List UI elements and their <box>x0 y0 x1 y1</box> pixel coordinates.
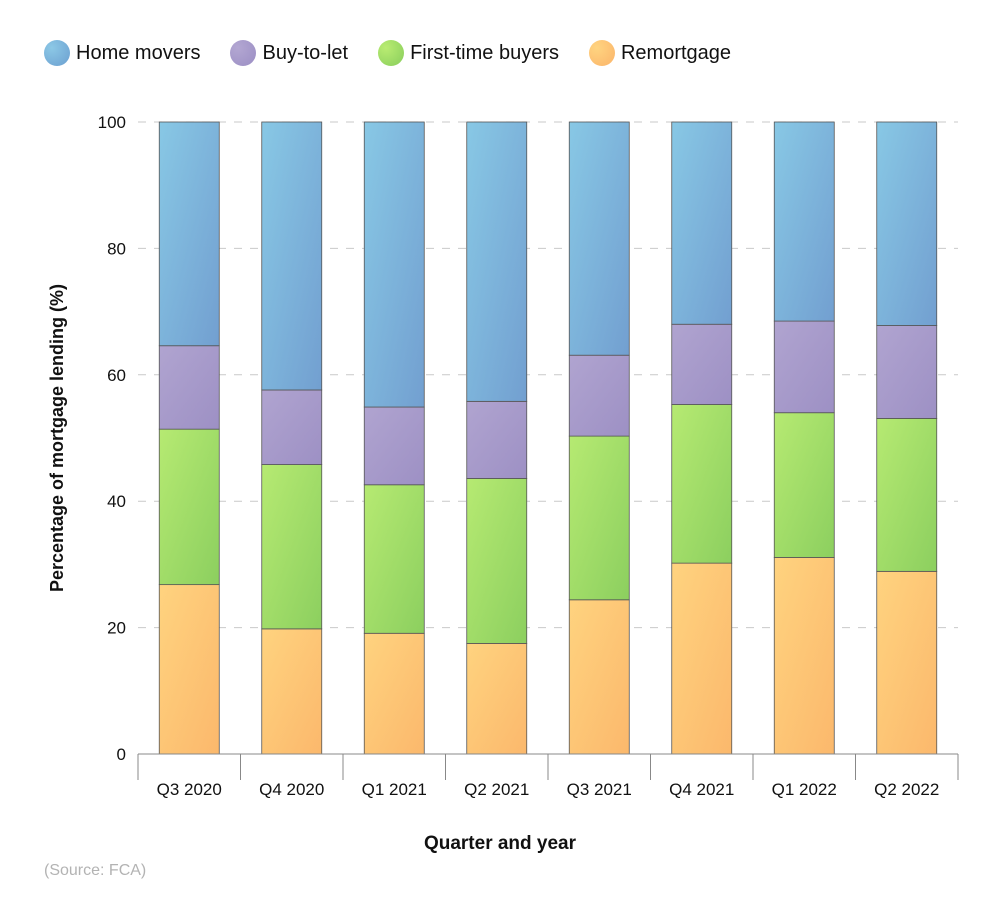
x-axis-title: Quarter and year <box>424 833 577 854</box>
source-note: (Source: FCA) <box>44 862 147 879</box>
legend-label-remortgage: Remortgage <box>620 41 732 64</box>
x-tick-label-4: Q3 2021 <box>567 780 632 799</box>
x-tick-label-0: Q3 2020 <box>157 780 222 799</box>
legend-swatch-first-time-buyers <box>378 40 405 66</box>
bar-segment-remortgage-1[interactable] <box>261 628 323 755</box>
x-tick-label-1: Q4 2020 <box>259 780 324 799</box>
bar-segment-home-movers-3[interactable] <box>466 121 528 402</box>
bar-segment-remortgage-6[interactable] <box>773 557 835 755</box>
x-tick-label-6: Q1 2022 <box>772 780 837 799</box>
axes: 0 20 40 60 80 100 Q3 2020 Q4 2020 Q1 2021 Q2 2021… <box>98 113 959 799</box>
bar-segment-buy-to-let-4[interactable] <box>568 354 630 437</box>
chart-legend: Home movers Buy-to-let First-time buyers… <box>44 40 761 66</box>
bar-segment-remortgage-2[interactable] <box>363 632 425 755</box>
bar-segment-first-time-buyers-6[interactable] <box>773 412 835 558</box>
bar-segment-buy-to-let-2[interactable] <box>363 406 425 486</box>
bar-segment-first-time-buyers-2[interactable] <box>363 484 425 634</box>
x-tick-label-3: Q2 2021 <box>464 780 529 799</box>
bar-segment-buy-to-let-6[interactable] <box>773 320 835 414</box>
bar-segment-buy-to-let-0[interactable] <box>158 345 220 430</box>
bar-segment-home-movers-0[interactable] <box>158 121 220 347</box>
bar-segment-first-time-buyers-4[interactable] <box>568 435 630 601</box>
bar-segment-home-movers-2[interactable] <box>363 121 425 408</box>
legend-item-buy-to-let[interactable]: Buy-to-let <box>230 40 348 66</box>
bar-segment-remortgage-5[interactable] <box>671 562 733 755</box>
bars <box>158 121 938 755</box>
y-tick-label-0: 0 <box>117 745 126 764</box>
legend-label-first-time-buyers: First-time buyers <box>410 41 559 64</box>
bar-segment-home-movers-5[interactable] <box>671 121 733 325</box>
bar-segment-buy-to-let-5[interactable] <box>671 323 733 405</box>
bar-segment-home-movers-4[interactable] <box>568 121 630 356</box>
bar-segment-remortgage-0[interactable] <box>158 584 220 755</box>
x-tick-label-2: Q1 2021 <box>362 780 427 799</box>
y-tick-label-20: 20 <box>107 619 126 638</box>
bar-segment-home-movers-6[interactable] <box>773 121 835 322</box>
bar-segment-buy-to-let-1[interactable] <box>261 389 323 465</box>
bar-segment-first-time-buyers-7[interactable] <box>876 418 938 572</box>
legend-swatch-remortgage <box>588 40 615 66</box>
bar-segment-first-time-buyers-5[interactable] <box>671 404 733 564</box>
y-tick-label-100: 100 <box>98 113 126 132</box>
y-tick-label-60: 60 <box>107 366 126 385</box>
legend-label-buy-to-let: Buy-to-let <box>262 41 349 64</box>
bar-segment-home-movers-1[interactable] <box>261 121 323 391</box>
bar-segment-remortgage-4[interactable] <box>568 599 630 755</box>
bar-segment-first-time-buyers-3[interactable] <box>466 478 528 644</box>
x-tick-label-7: Q2 2022 <box>874 780 939 799</box>
legend-item-first-time-buyers[interactable]: First-time buyers <box>378 40 559 66</box>
bar-segment-buy-to-let-3[interactable] <box>466 400 528 479</box>
legend-label-home-movers: Home movers <box>76 41 201 64</box>
bar-segment-home-movers-7[interactable] <box>876 121 938 326</box>
bar-segment-remortgage-7[interactable] <box>876 570 938 755</box>
x-tick-label-5: Q4 2021 <box>669 780 734 799</box>
legend-swatch-home-movers <box>44 40 70 66</box>
y-axis-title: Percentage of mortgage lending (%) <box>47 284 67 592</box>
y-tick-label-80: 80 <box>107 239 126 258</box>
bar-segment-first-time-buyers-0[interactable] <box>158 428 220 586</box>
y-tick-label-40: 40 <box>107 492 126 511</box>
legend-swatch-buy-to-let <box>230 40 257 66</box>
legend-item-remortgage[interactable]: Remortgage <box>588 40 732 66</box>
bar-segment-first-time-buyers-1[interactable] <box>261 464 323 630</box>
gridlines <box>138 121 958 629</box>
bar-segment-buy-to-let-7[interactable] <box>876 325 938 419</box>
bar-segment-remortgage-3[interactable] <box>466 643 528 755</box>
legend-item-home-movers[interactable]: Home movers <box>44 40 200 66</box>
